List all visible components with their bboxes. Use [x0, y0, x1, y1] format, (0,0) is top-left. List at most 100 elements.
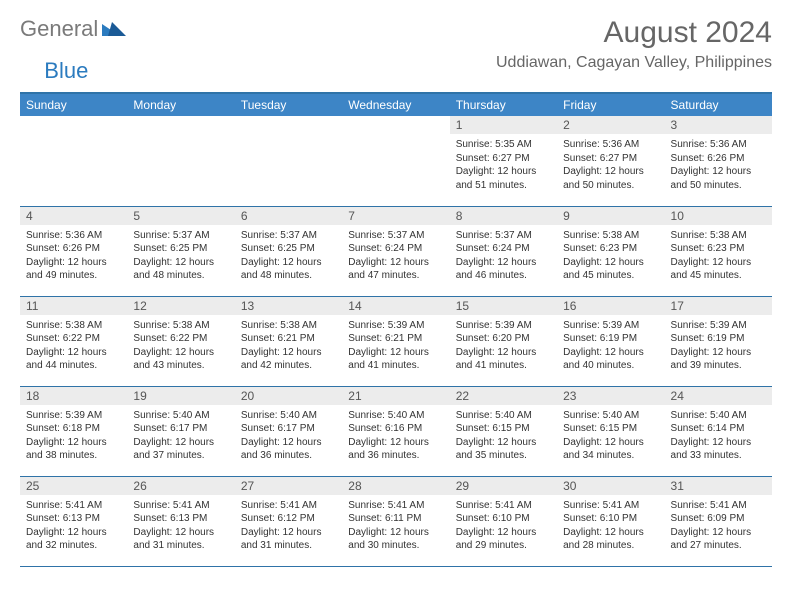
day-cell: 25Sunrise: 5:41 AMSunset: 6:13 PMDayligh… — [20, 476, 127, 566]
day-number: 8 — [450, 207, 557, 225]
empty-cell — [127, 116, 234, 206]
day-number: 28 — [342, 477, 449, 495]
day-number: 23 — [557, 387, 664, 405]
day-cell: 20Sunrise: 5:40 AMSunset: 6:17 PMDayligh… — [235, 386, 342, 476]
day-number: 17 — [665, 297, 772, 315]
day-number: 9 — [557, 207, 664, 225]
empty-cell — [235, 116, 342, 206]
day-number: 30 — [557, 477, 664, 495]
day-details: Sunrise: 5:41 AMSunset: 6:10 PMDaylight:… — [557, 495, 664, 557]
weekday-header-row: SundayMondayTuesdayWednesdayThursdayFrid… — [20, 93, 772, 116]
calendar-body: 1Sunrise: 5:35 AMSunset: 6:27 PMDaylight… — [20, 116, 772, 566]
day-details: Sunrise: 5:37 AMSunset: 6:24 PMDaylight:… — [450, 225, 557, 287]
logo-text-blue: Blue — [44, 58, 88, 84]
day-number: 4 — [20, 207, 127, 225]
day-details: Sunrise: 5:35 AMSunset: 6:27 PMDaylight:… — [450, 134, 557, 196]
day-number: 22 — [450, 387, 557, 405]
day-details: Sunrise: 5:39 AMSunset: 6:21 PMDaylight:… — [342, 315, 449, 377]
day-details: Sunrise: 5:37 AMSunset: 6:25 PMDaylight:… — [235, 225, 342, 287]
day-number: 11 — [20, 297, 127, 315]
day-cell: 26Sunrise: 5:41 AMSunset: 6:13 PMDayligh… — [127, 476, 234, 566]
calendar-row: 18Sunrise: 5:39 AMSunset: 6:18 PMDayligh… — [20, 386, 772, 476]
day-number: 20 — [235, 387, 342, 405]
weekday-header: Friday — [557, 93, 664, 116]
day-details: Sunrise: 5:39 AMSunset: 6:19 PMDaylight:… — [665, 315, 772, 377]
day-number: 2 — [557, 116, 664, 134]
day-details: Sunrise: 5:41 AMSunset: 6:11 PMDaylight:… — [342, 495, 449, 557]
day-number: 18 — [20, 387, 127, 405]
day-details: Sunrise: 5:36 AMSunset: 6:27 PMDaylight:… — [557, 134, 664, 196]
day-number: 6 — [235, 207, 342, 225]
day-details: Sunrise: 5:40 AMSunset: 6:16 PMDaylight:… — [342, 405, 449, 467]
calendar-row: 11Sunrise: 5:38 AMSunset: 6:22 PMDayligh… — [20, 296, 772, 386]
day-number: 12 — [127, 297, 234, 315]
empty-cell — [342, 116, 449, 206]
day-cell: 15Sunrise: 5:39 AMSunset: 6:20 PMDayligh… — [450, 296, 557, 386]
day-details: Sunrise: 5:38 AMSunset: 6:22 PMDaylight:… — [20, 315, 127, 377]
day-details: Sunrise: 5:41 AMSunset: 6:10 PMDaylight:… — [450, 495, 557, 557]
day-details: Sunrise: 5:41 AMSunset: 6:09 PMDaylight:… — [665, 495, 772, 557]
day-details: Sunrise: 5:40 AMSunset: 6:17 PMDaylight:… — [127, 405, 234, 467]
weekday-header: Monday — [127, 93, 234, 116]
day-cell: 1Sunrise: 5:35 AMSunset: 6:27 PMDaylight… — [450, 116, 557, 206]
day-details: Sunrise: 5:40 AMSunset: 6:17 PMDaylight:… — [235, 405, 342, 467]
day-details: Sunrise: 5:37 AMSunset: 6:24 PMDaylight:… — [342, 225, 449, 287]
day-number: 1 — [450, 116, 557, 134]
day-cell: 8Sunrise: 5:37 AMSunset: 6:24 PMDaylight… — [450, 206, 557, 296]
day-cell: 6Sunrise: 5:37 AMSunset: 6:25 PMDaylight… — [235, 206, 342, 296]
day-number: 24 — [665, 387, 772, 405]
day-number: 19 — [127, 387, 234, 405]
day-cell: 29Sunrise: 5:41 AMSunset: 6:10 PMDayligh… — [450, 476, 557, 566]
day-number: 7 — [342, 207, 449, 225]
day-number: 5 — [127, 207, 234, 225]
day-cell: 28Sunrise: 5:41 AMSunset: 6:11 PMDayligh… — [342, 476, 449, 566]
day-cell: 22Sunrise: 5:40 AMSunset: 6:15 PMDayligh… — [450, 386, 557, 476]
day-cell: 17Sunrise: 5:39 AMSunset: 6:19 PMDayligh… — [665, 296, 772, 386]
day-details: Sunrise: 5:41 AMSunset: 6:13 PMDaylight:… — [20, 495, 127, 557]
day-number: 21 — [342, 387, 449, 405]
weekday-header: Wednesday — [342, 93, 449, 116]
day-number: 14 — [342, 297, 449, 315]
day-cell: 14Sunrise: 5:39 AMSunset: 6:21 PMDayligh… — [342, 296, 449, 386]
title-block: August 2024 Uddiawan, Cagayan Valley, Ph… — [496, 16, 772, 72]
day-number: 26 — [127, 477, 234, 495]
day-details: Sunrise: 5:41 AMSunset: 6:12 PMDaylight:… — [235, 495, 342, 557]
day-cell: 27Sunrise: 5:41 AMSunset: 6:12 PMDayligh… — [235, 476, 342, 566]
day-cell: 2Sunrise: 5:36 AMSunset: 6:27 PMDaylight… — [557, 116, 664, 206]
day-cell: 31Sunrise: 5:41 AMSunset: 6:09 PMDayligh… — [665, 476, 772, 566]
day-details: Sunrise: 5:41 AMSunset: 6:13 PMDaylight:… — [127, 495, 234, 557]
day-cell: 18Sunrise: 5:39 AMSunset: 6:18 PMDayligh… — [20, 386, 127, 476]
day-cell: 3Sunrise: 5:36 AMSunset: 6:26 PMDaylight… — [665, 116, 772, 206]
day-details: Sunrise: 5:38 AMSunset: 6:21 PMDaylight:… — [235, 315, 342, 377]
logo-text-general: General — [20, 16, 98, 42]
weekday-header: Sunday — [20, 93, 127, 116]
calendar-row: 4Sunrise: 5:36 AMSunset: 6:26 PMDaylight… — [20, 206, 772, 296]
day-cell: 7Sunrise: 5:37 AMSunset: 6:24 PMDaylight… — [342, 206, 449, 296]
day-details: Sunrise: 5:36 AMSunset: 6:26 PMDaylight:… — [20, 225, 127, 287]
day-cell: 19Sunrise: 5:40 AMSunset: 6:17 PMDayligh… — [127, 386, 234, 476]
day-number: 29 — [450, 477, 557, 495]
day-details: Sunrise: 5:40 AMSunset: 6:14 PMDaylight:… — [665, 405, 772, 467]
month-title: August 2024 — [496, 16, 772, 50]
day-number: 31 — [665, 477, 772, 495]
day-cell: 10Sunrise: 5:38 AMSunset: 6:23 PMDayligh… — [665, 206, 772, 296]
day-cell: 13Sunrise: 5:38 AMSunset: 6:21 PMDayligh… — [235, 296, 342, 386]
calendar-row: 1Sunrise: 5:35 AMSunset: 6:27 PMDaylight… — [20, 116, 772, 206]
day-number: 13 — [235, 297, 342, 315]
weekday-header: Thursday — [450, 93, 557, 116]
day-details: Sunrise: 5:37 AMSunset: 6:25 PMDaylight:… — [127, 225, 234, 287]
day-details: Sunrise: 5:38 AMSunset: 6:23 PMDaylight:… — [665, 225, 772, 287]
location: Uddiawan, Cagayan Valley, Philippines — [496, 54, 772, 72]
day-number: 15 — [450, 297, 557, 315]
day-details: Sunrise: 5:39 AMSunset: 6:20 PMDaylight:… — [450, 315, 557, 377]
day-details: Sunrise: 5:38 AMSunset: 6:22 PMDaylight:… — [127, 315, 234, 377]
day-details: Sunrise: 5:38 AMSunset: 6:23 PMDaylight:… — [557, 225, 664, 287]
day-details: Sunrise: 5:40 AMSunset: 6:15 PMDaylight:… — [557, 405, 664, 467]
day-number: 27 — [235, 477, 342, 495]
day-details: Sunrise: 5:40 AMSunset: 6:15 PMDaylight:… — [450, 405, 557, 467]
day-cell: 5Sunrise: 5:37 AMSunset: 6:25 PMDaylight… — [127, 206, 234, 296]
empty-cell — [20, 116, 127, 206]
day-details: Sunrise: 5:39 AMSunset: 6:18 PMDaylight:… — [20, 405, 127, 467]
calendar-row: 25Sunrise: 5:41 AMSunset: 6:13 PMDayligh… — [20, 476, 772, 566]
day-details: Sunrise: 5:39 AMSunset: 6:19 PMDaylight:… — [557, 315, 664, 377]
